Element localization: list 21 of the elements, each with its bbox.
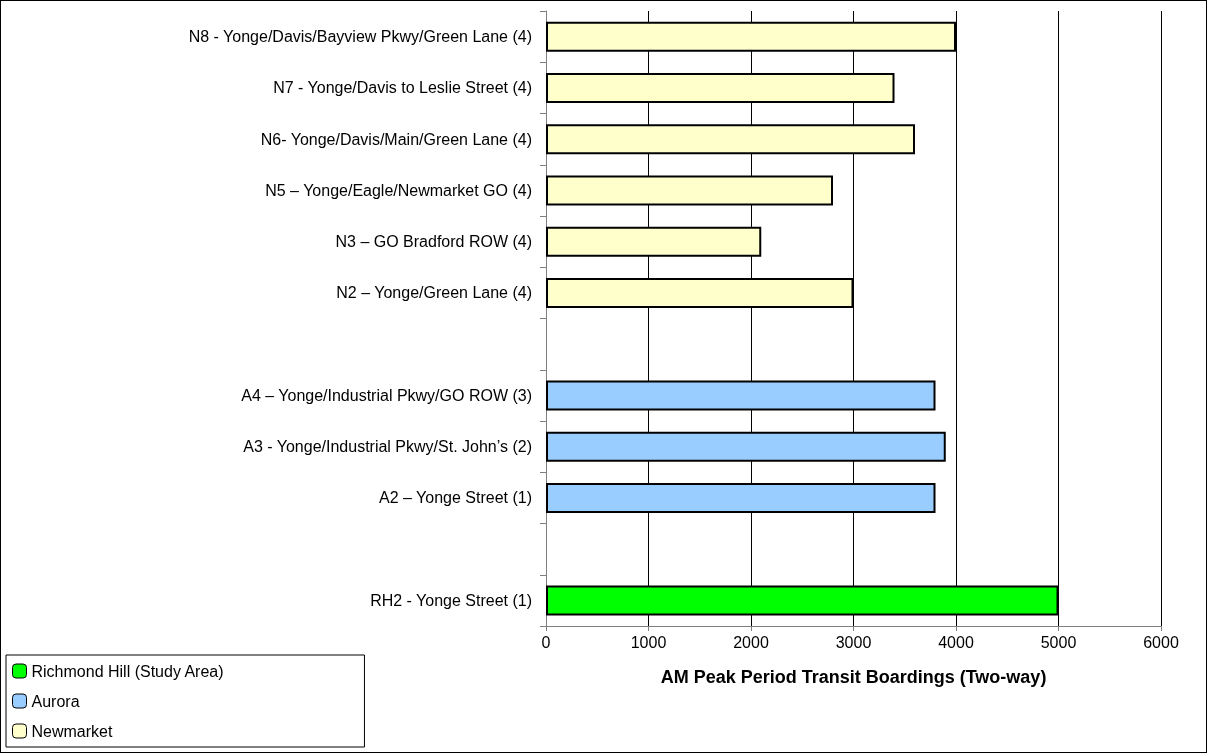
x-axis-title: AM Peak Period Transit Boardings (Two-way) <box>660 667 1047 687</box>
legend-label: Newmarket <box>31 722 113 740</box>
y-tick-label: N2 – Yonge/Green Lane (4) <box>336 284 532 302</box>
y-tick-label: N5 – Yonge/Eagle/Newmarket GO (4) <box>265 181 532 199</box>
x-tick-label: 4000 <box>938 633 974 651</box>
y-tick-label: A2 – Yonge Street (1) <box>379 489 532 507</box>
y-tick-label: A3 - Yonge/Industrial Pkwy/St. John’s (2) <box>243 438 532 456</box>
y-tick-label: N6- Yonge/Davis/Main/Green Lane (4) <box>260 130 532 148</box>
legend-label: Aurora <box>31 692 80 710</box>
y-tick-label: RH2 - Yonge Street (1) <box>370 591 532 609</box>
y-tick-label: N7 - Yonge/Davis to Leslie Street (4) <box>273 79 532 97</box>
y-tick-label: N3 – GO Bradford ROW (4) <box>335 233 532 251</box>
x-tick-label: 0 <box>541 633 551 651</box>
x-tick-label: 2000 <box>733 633 769 651</box>
x-tick-label: 1000 <box>630 633 667 651</box>
y-tick-label: N8 - Yonge/Davis/Bayview Pkwy/Green Lane (4) <box>188 28 532 46</box>
legend-label: Richmond Hill (Study Area) <box>31 662 224 680</box>
x-tick-label: 6000 <box>1143 633 1179 651</box>
y-tick-label: A4 – Yonge/Industrial Pkwy/GO ROW (3) <box>241 386 532 404</box>
x-tick-label: 3000 <box>835 633 872 651</box>
x-tick-label: 5000 <box>1040 633 1077 651</box>
